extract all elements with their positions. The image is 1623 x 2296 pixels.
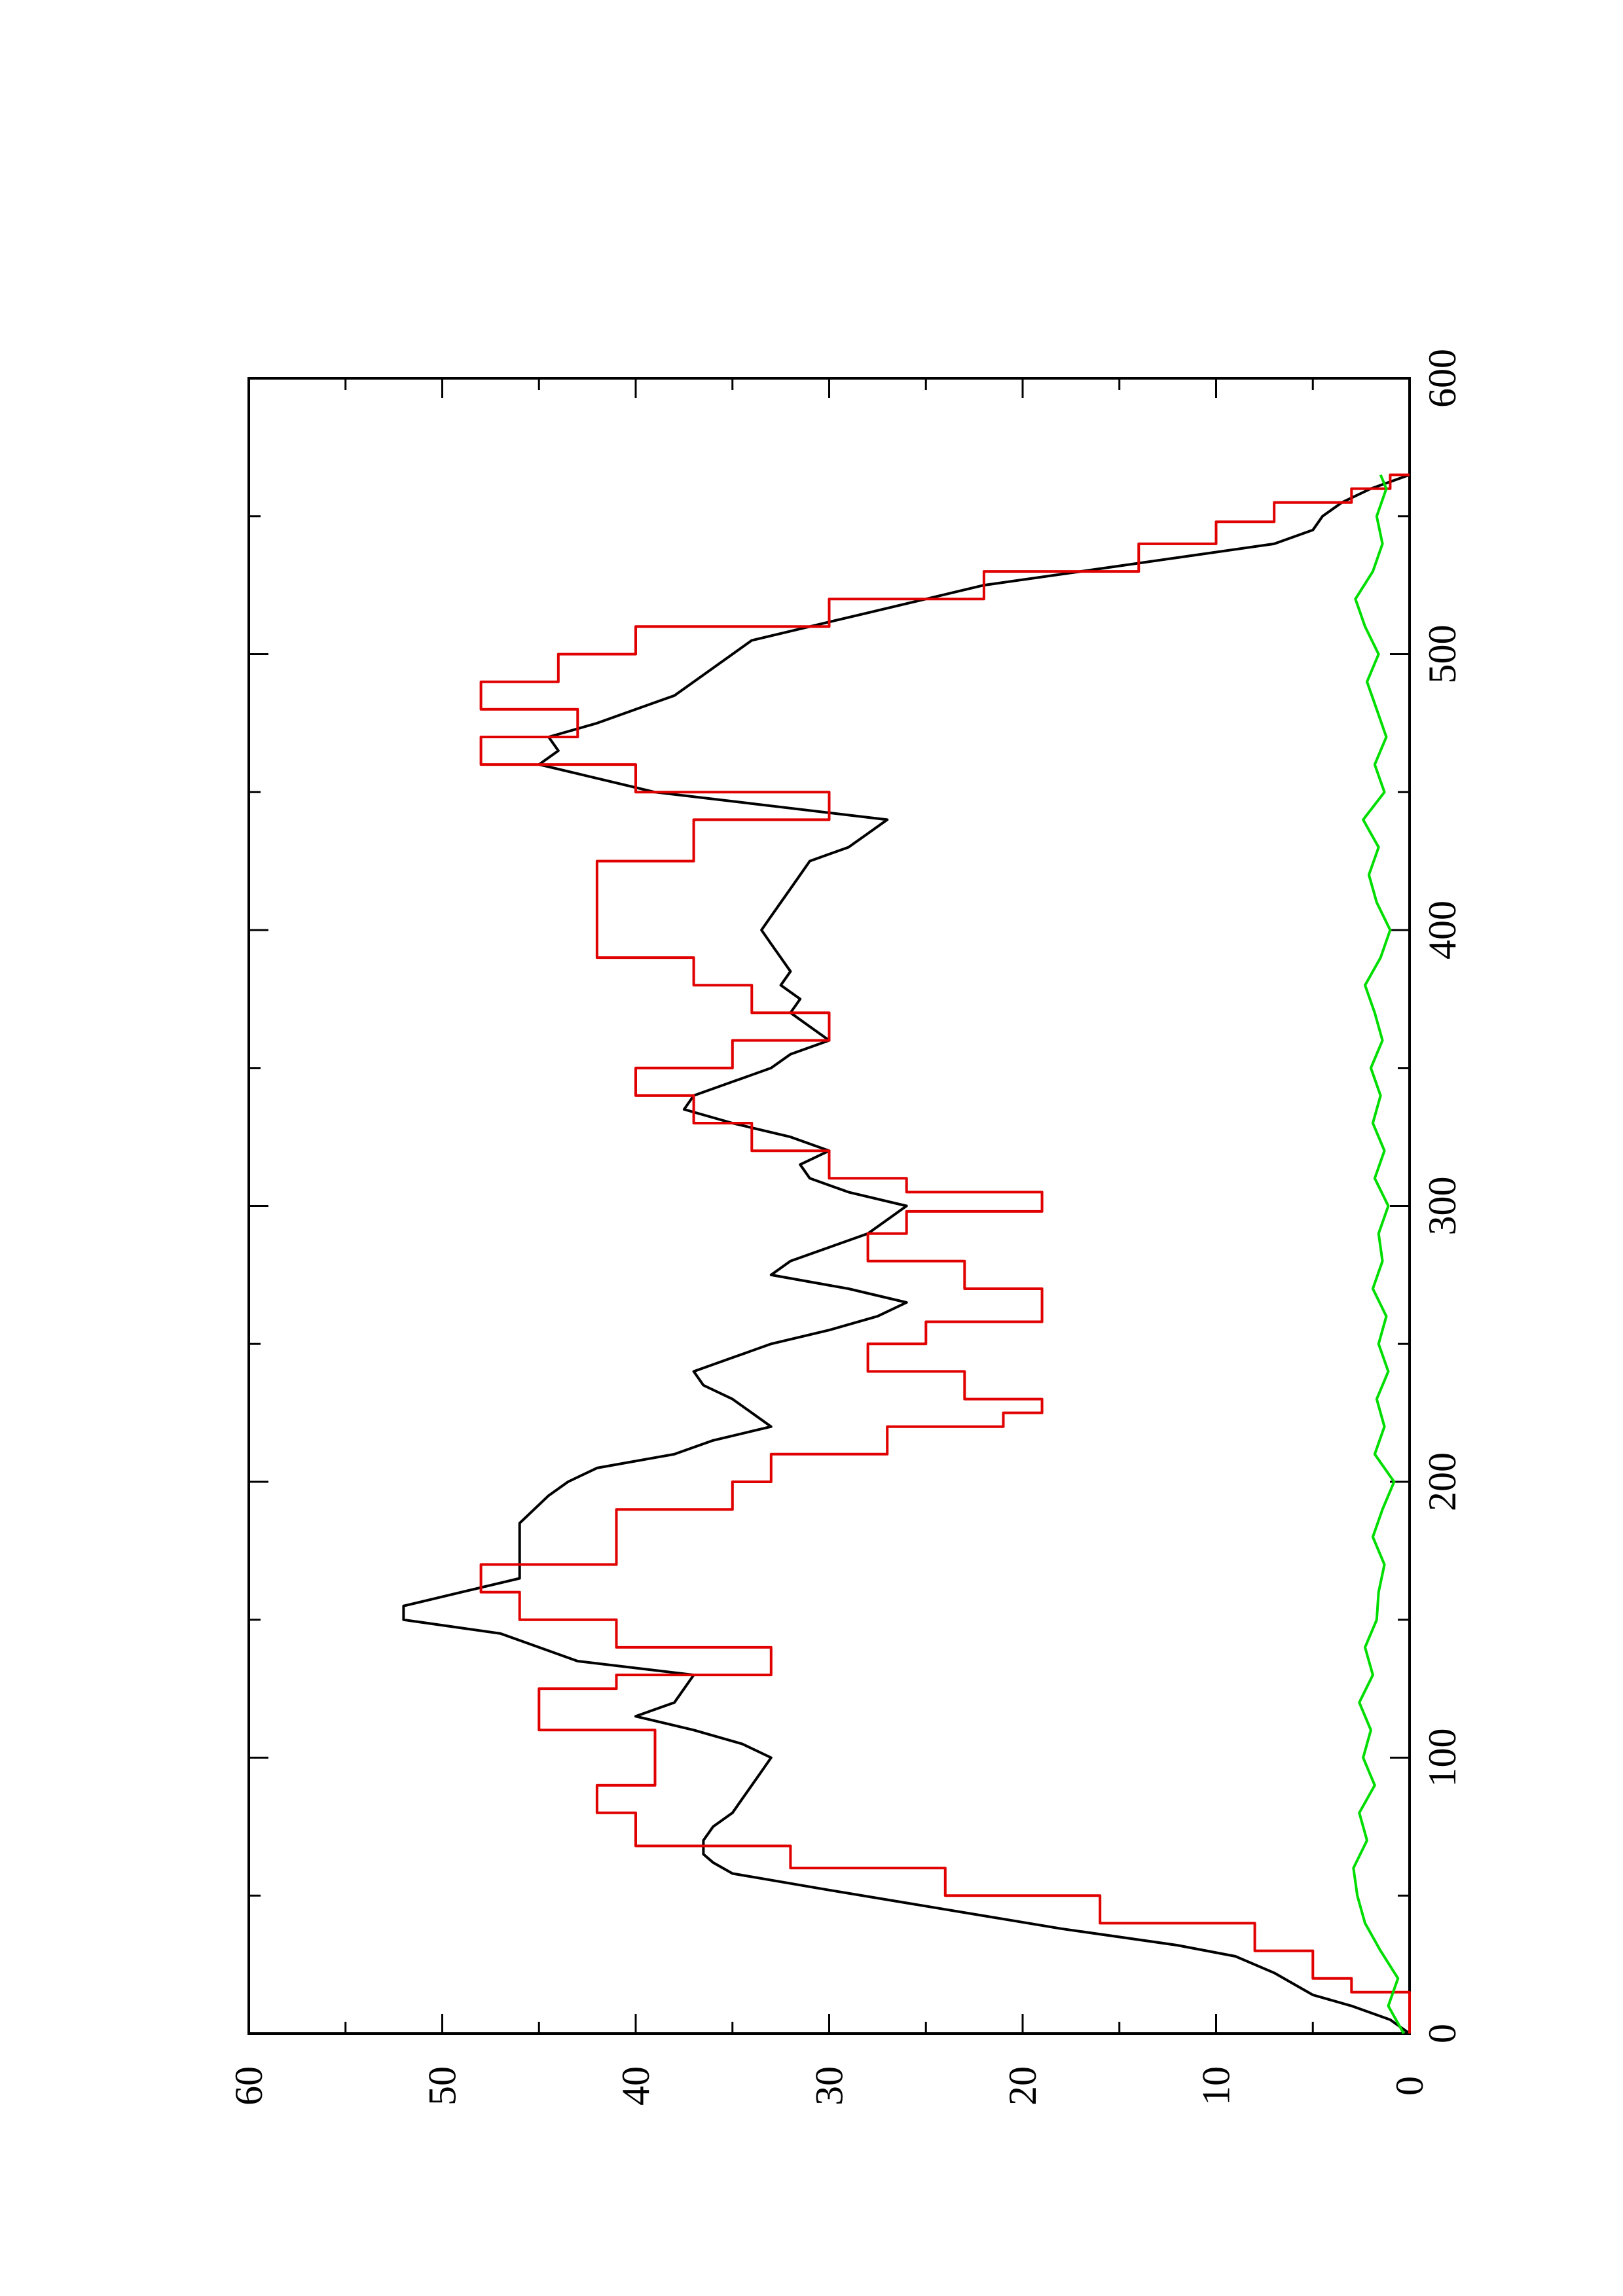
y-tick-label: 60	[227, 2066, 270, 2106]
x-tick-label: 400	[1421, 901, 1464, 960]
x-tick-label: 100	[1421, 1729, 1464, 1787]
y-tick-label: 40	[614, 2066, 657, 2106]
y-tick-label: 30	[808, 2066, 851, 2106]
tick-labels: 0 100 200 300 400 500 600 0 10 20 30 40 50 60	[227, 349, 1464, 2106]
series-layer	[402, 473, 1411, 2035]
x-tick-label: 0	[1421, 2024, 1464, 2043]
y-tick-label: 20	[1001, 2066, 1044, 2106]
series-line-3	[1352, 474, 1405, 2034]
x-tick-label: 300	[1421, 1177, 1464, 1236]
x-tick-label: 500	[1421, 625, 1464, 684]
series-line-2	[479, 473, 1411, 2034]
x-tick-label: 600	[1421, 349, 1464, 408]
y-tick-label: 10	[1195, 2066, 1238, 2106]
y-tick-label: 50	[421, 2066, 464, 2106]
tick-marks	[247, 377, 1411, 2035]
y-tick-label: 0	[1388, 2076, 1431, 2096]
x-tick-label: 200	[1421, 1452, 1464, 1511]
